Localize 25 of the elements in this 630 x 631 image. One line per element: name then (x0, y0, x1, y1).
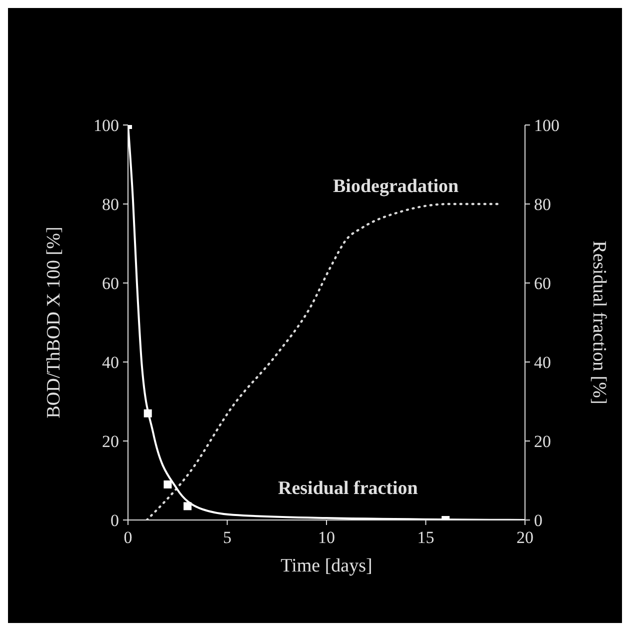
x-tick-label: 5 (223, 528, 232, 548)
y2-tick-label: 100 (534, 116, 560, 136)
y-tick-label: 100 (94, 116, 119, 136)
y-tick-label: 80 (102, 195, 119, 214)
y-tick-label: 20 (102, 432, 119, 452)
x-tick-label: 15 (417, 528, 434, 548)
y2-tick-label: 60 (534, 274, 551, 294)
y2-tick-label: 0 (534, 511, 542, 530)
y2-tick-label: 80 (534, 195, 551, 214)
x-tick-label: 0 (124, 528, 132, 548)
x-axis-title: Time [days] (280, 555, 372, 576)
y2-axis-title: Residual fraction [%] (588, 240, 610, 404)
y2-tick-label: 40 (534, 353, 551, 372)
y-axis-title: BOD/ThBOD X 100 [%] (44, 226, 65, 418)
x-tick-label: 20 (516, 528, 534, 548)
series-label: Biodegradation (333, 176, 459, 198)
point (164, 480, 172, 488)
y-tick-label: 40 (102, 353, 119, 372)
y-tick-label: 60 (102, 274, 119, 294)
x-tick-label: 10 (318, 528, 335, 548)
y2-tick-label: 20 (534, 432, 551, 452)
series-label: Residual fraction (278, 478, 418, 500)
point (144, 409, 152, 418)
y-tick-label: 0 (110, 511, 119, 530)
point (184, 502, 192, 510)
